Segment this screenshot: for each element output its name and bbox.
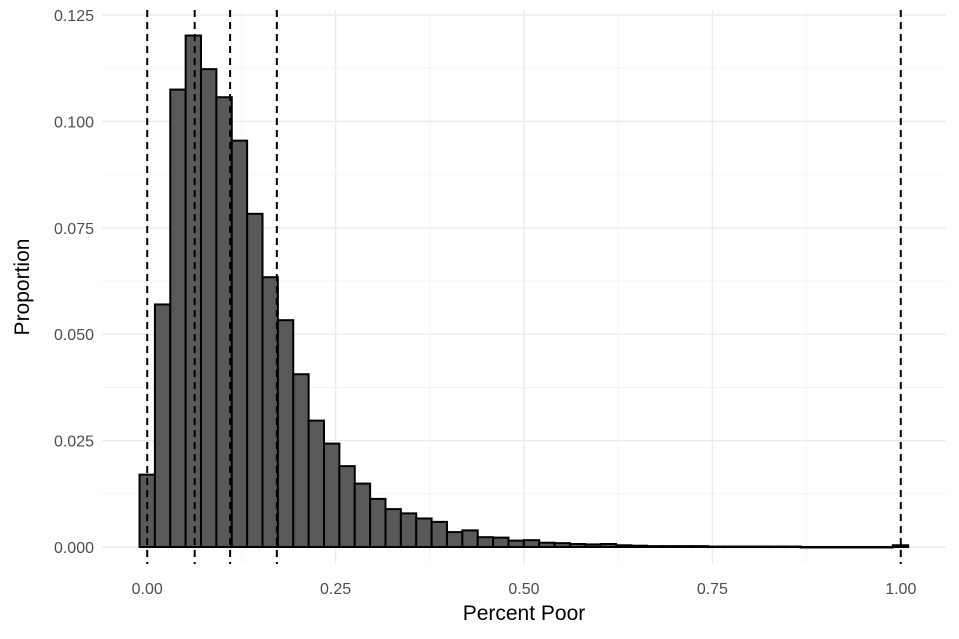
histogram-bar (691, 545, 710, 548)
y-axis-ticks: 0.000 0.025 0.050 0.075 0.100 0.125 (54, 8, 94, 557)
reference-lines (146, 10, 902, 564)
histogram-bar (799, 545, 817, 549)
histogram-bar (553, 542, 571, 548)
histogram-bar (461, 529, 479, 548)
histogram-bar (661, 545, 679, 548)
histogram-bar (307, 419, 326, 548)
histogram-bar (384, 508, 402, 548)
histogram-bar (645, 545, 664, 548)
histogram-bar (707, 545, 725, 549)
histogram-bars (138, 34, 910, 549)
histogram-bar (169, 88, 187, 548)
y-axis-title: Proportion (11, 239, 34, 336)
histogram-bar (445, 531, 464, 548)
histogram-bar (814, 545, 833, 549)
histogram-bar (492, 536, 510, 548)
histogram-bar (415, 517, 433, 548)
x-axis-ticks: 0.00 0.25 0.50 0.75 1.00 (132, 581, 917, 598)
histogram-bar (507, 539, 525, 548)
x-tick-label: 0.00 (132, 581, 163, 598)
histogram-bar (538, 541, 556, 548)
histogram-bar (676, 545, 694, 548)
histogram-bar (830, 545, 848, 549)
histogram-bar (784, 545, 802, 549)
histogram-bar (891, 544, 910, 548)
y-tick-label: 0.000 (54, 540, 94, 557)
x-tick-label: 0.50 (508, 581, 539, 598)
histogram-bar (369, 497, 387, 548)
histogram-bar (230, 139, 249, 548)
x-tick-label: 1.00 (885, 581, 916, 598)
histogram-bar (584, 543, 602, 548)
histogram-bar (568, 543, 587, 548)
y-tick-label: 0.050 (54, 327, 94, 344)
x-tick-label: 0.75 (697, 581, 728, 598)
histogram-bar (522, 539, 541, 548)
histogram-bar (876, 545, 894, 549)
histogram-bar (768, 545, 787, 549)
histogram-bar (722, 545, 741, 549)
histogram-bar (200, 68, 218, 548)
histogram-bar (599, 543, 618, 548)
y-tick-label: 0.075 (54, 221, 94, 238)
histogram-bar (338, 465, 356, 548)
y-tick-label: 0.025 (54, 434, 94, 451)
histogram-bar (430, 520, 448, 548)
histogram-bar (353, 482, 372, 548)
histogram-bar (138, 473, 156, 548)
histogram-bar (861, 545, 879, 549)
histogram-bar (753, 545, 771, 549)
histogram-bar (276, 319, 295, 548)
histogram-bar (184, 34, 203, 548)
histogram-bar (476, 536, 495, 548)
histogram-bar (615, 544, 633, 548)
y-tick-label: 0.125 (54, 8, 94, 25)
histogram-bar (292, 373, 310, 548)
histogram-bar (323, 442, 341, 548)
histogram-bar (738, 545, 756, 549)
histogram-bar (261, 276, 279, 548)
histogram-bar (153, 303, 172, 548)
y-tick-label: 0.100 (54, 114, 94, 131)
x-axis-title: Percent Poor (463, 602, 586, 625)
x-tick-label: 0.25 (320, 581, 351, 598)
histogram-bar (399, 512, 418, 548)
histogram-bar (845, 545, 864, 549)
histogram-bar (246, 212, 264, 548)
histogram-bar (630, 544, 648, 548)
